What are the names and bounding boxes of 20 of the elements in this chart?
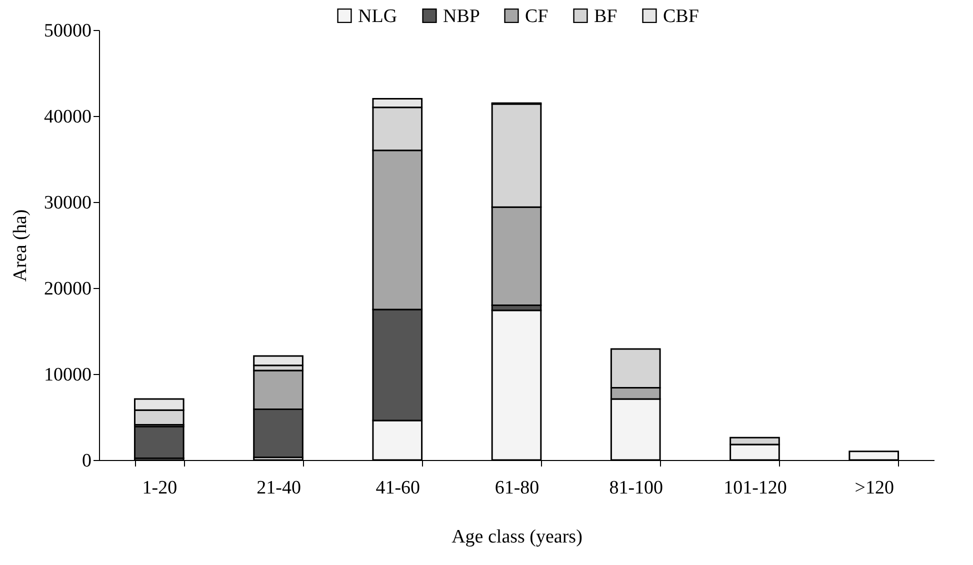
legend-label: NLG <box>358 6 398 27</box>
y-tick-label: 20000 <box>44 278 92 300</box>
x-tick-label: 1-20 <box>142 478 178 498</box>
y-tick-label: 30000 <box>44 192 92 214</box>
legend-label: CBF <box>663 6 699 27</box>
y-tick-label: 40000 <box>44 106 92 128</box>
x-tick-label: 101-120 <box>724 478 787 498</box>
legend-label: NBP <box>443 6 480 27</box>
x-axis-title: Age class (years) <box>452 526 582 548</box>
legend-label: BF <box>594 6 618 27</box>
x-tick-label: 21-40 <box>256 478 301 498</box>
y-tick-label: 0 <box>82 450 92 472</box>
y-axis-title: Area (ha) <box>10 209 31 282</box>
x-tick-label: 61-80 <box>494 478 540 498</box>
x-tick-label: 41-60 <box>376 478 420 498</box>
legend-label: CF <box>525 6 548 27</box>
y-tick-label: 10000 <box>44 364 92 386</box>
y-tick-label: 50000 <box>44 20 92 42</box>
x-tick-label: 81-100 <box>609 478 664 498</box>
x-tick-label: >120 <box>854 478 894 498</box>
